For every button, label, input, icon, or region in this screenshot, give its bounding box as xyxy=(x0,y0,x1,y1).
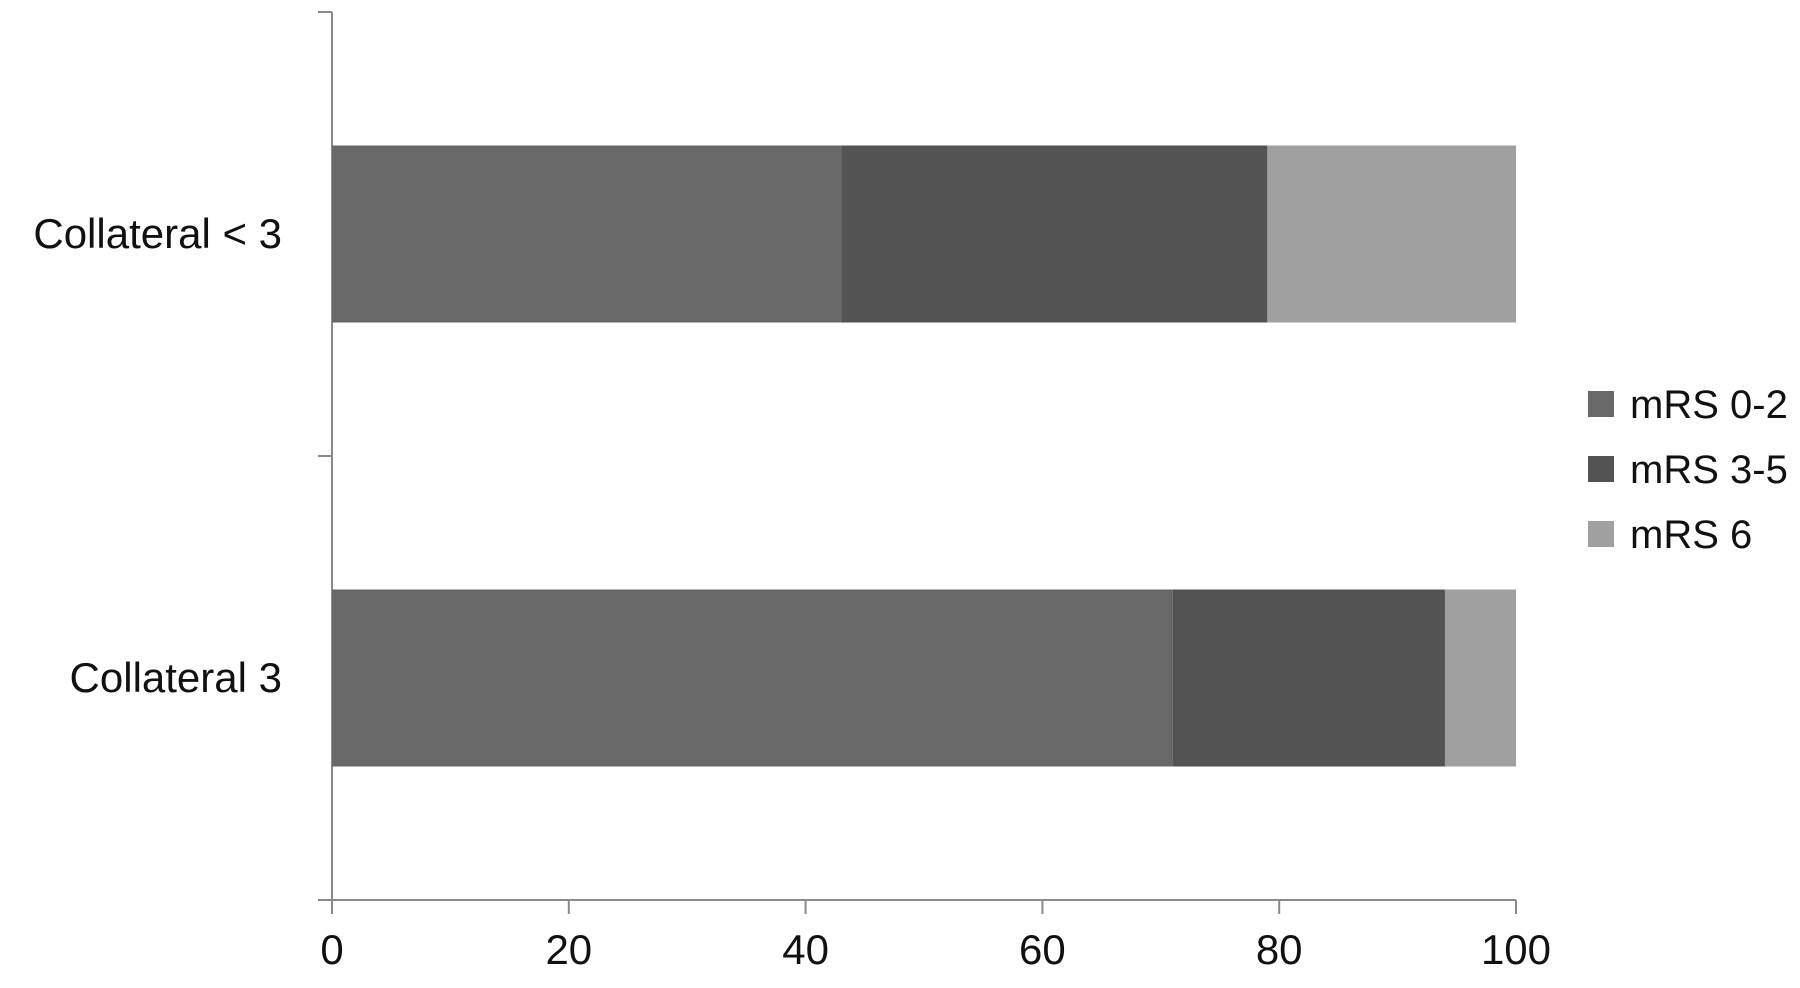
legend-label-mrs-3-5: mRS 3-5 xyxy=(1630,448,1788,492)
legend-label-mrs-0-2: mRS 0-2 xyxy=(1630,383,1788,427)
legend-swatch-mrs-0-2 xyxy=(1588,391,1614,417)
x-tick-label-20: 20 xyxy=(545,926,592,973)
legend-swatch-mrs-3-5 xyxy=(1588,456,1614,482)
x-tick-label-100: 100 xyxy=(1481,926,1551,973)
x-tick-label-40: 40 xyxy=(782,926,829,973)
category-label-collateral-3: Collateral < 3 xyxy=(33,210,282,257)
legend-label-mrs-6: mRS 6 xyxy=(1630,513,1752,557)
x-tick-label-80: 80 xyxy=(1256,926,1303,973)
legend-swatch-mrs-6 xyxy=(1588,521,1614,547)
category-label-collateral-3: Collateral 3 xyxy=(70,654,282,701)
bar-collateral-3-mrs-6 xyxy=(1444,589,1516,767)
bar-collateral-3-mrs-0-2 xyxy=(332,145,842,323)
bar-collateral-3-mrs-3-5 xyxy=(841,145,1268,323)
x-tick-label-60: 60 xyxy=(1019,926,1066,973)
bar-collateral-3-mrs-0-2 xyxy=(332,589,1173,767)
chart-bars xyxy=(332,145,1516,767)
chart-legend: mRS 0-2 mRS 3-5 mRS 6 xyxy=(1588,383,1788,557)
bar-collateral-3-mrs-6 xyxy=(1267,145,1516,323)
x-tick-label-0: 0 xyxy=(320,926,343,973)
chart-labels: 0 20 40 60 80 100 Collateral < 3 Collateral 3 xyxy=(33,210,1551,973)
bar-collateral-3-mrs-3-5 xyxy=(1172,589,1445,767)
